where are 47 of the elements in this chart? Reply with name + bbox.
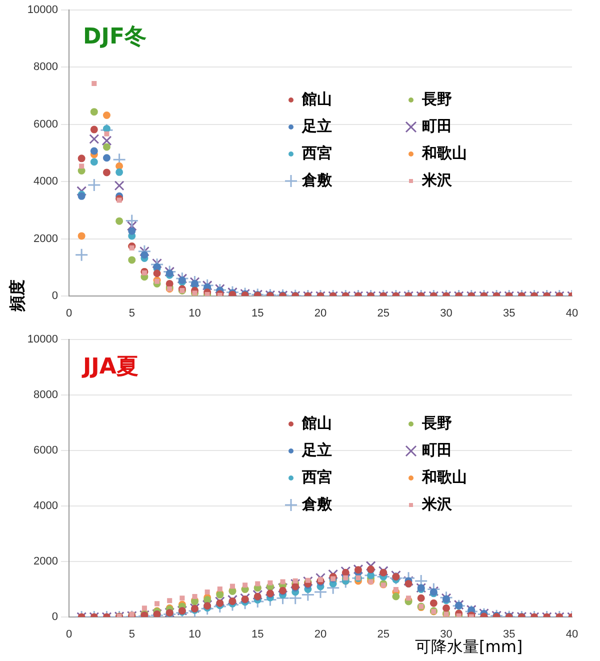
legend-label: 足立: [302, 441, 332, 460]
legend-label: 足立: [302, 117, 332, 136]
x-tick-label: 20: [314, 628, 327, 641]
y-tick-label: 2000: [34, 232, 58, 245]
legend-label: 倉敷: [302, 495, 332, 514]
legend-label: 倉敷: [302, 171, 332, 190]
x-tick-label: 40: [566, 308, 578, 320]
legend-label: 町田: [422, 441, 452, 460]
legend-label: 町田: [422, 117, 452, 136]
y-tick-label: 8000: [34, 389, 58, 402]
x-tick-label: 0: [66, 628, 72, 641]
legend-label: 長野: [422, 414, 452, 433]
x-tick-label: 35: [503, 308, 516, 320]
legend-label: 館山: [302, 414, 332, 433]
x-tick-label: 20: [314, 308, 327, 320]
x-tick-label: 0: [66, 308, 72, 320]
x-tick-label: 10: [188, 628, 201, 641]
y-tick-label: 8000: [34, 61, 58, 74]
x-tick-label: 25: [377, 308, 390, 320]
y-tick-label: 6000: [34, 118, 58, 130]
legend-label: 長野: [422, 90, 452, 109]
text: JJA夏: [81, 354, 138, 380]
x-tick-label: 5: [128, 308, 135, 320]
legend-label: 和歌山: [422, 468, 467, 487]
y-tick-label: 6000: [34, 444, 58, 457]
legend-label: 和歌山: [422, 144, 467, 163]
x-tick-label: 40: [566, 628, 578, 641]
y-tick-label: 10000: [27, 4, 58, 16]
legend-label: 米沢: [422, 495, 452, 514]
y-tick-label: 0: [52, 611, 58, 624]
x-tick-label: 25: [377, 628, 390, 641]
y-tick-label: 2000: [34, 556, 58, 568]
text: DJF冬: [83, 24, 146, 50]
x-tick-label: 5: [128, 628, 135, 641]
y-tick-label: 0: [52, 290, 58, 302]
legend-label: 西宮: [302, 468, 332, 487]
legend-label: 西宮: [302, 144, 332, 163]
x-tick-label: 15: [252, 308, 264, 320]
x-tick-label: 15: [252, 628, 264, 641]
y-tick-label: 10000: [27, 334, 58, 346]
y-tick-label: 4000: [34, 500, 58, 512]
x-tick-label: 30: [440, 308, 452, 320]
legend-label: 館山: [302, 90, 332, 109]
x-tick-label: 10: [188, 308, 201, 320]
legend-label: 米沢: [422, 171, 452, 190]
y-tick-label: 4000: [34, 176, 58, 188]
y-axis-title: 頻度: [8, 280, 28, 312]
